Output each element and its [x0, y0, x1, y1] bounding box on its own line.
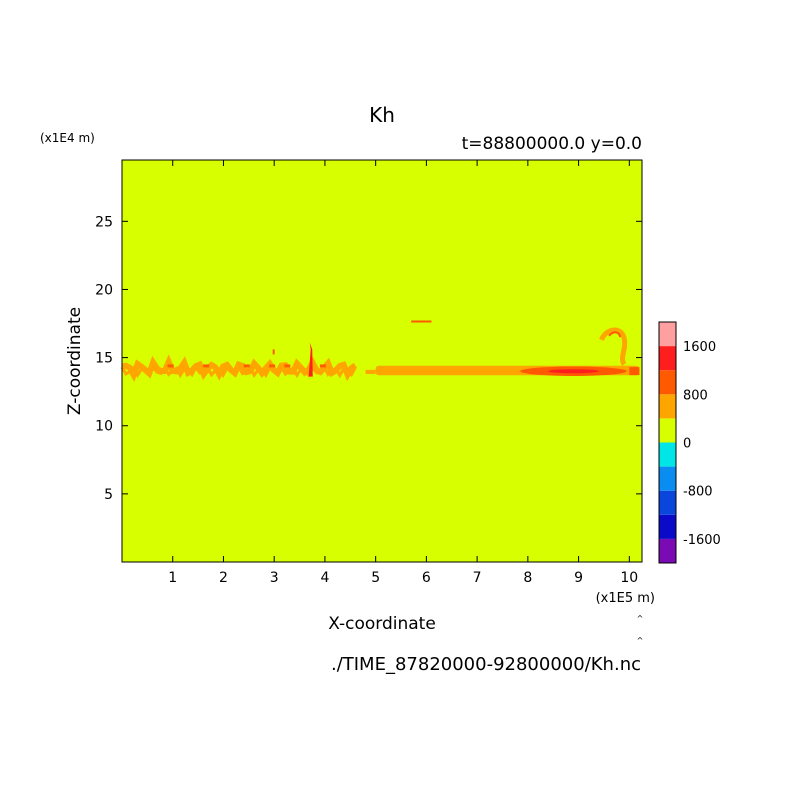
strong-band-core: [548, 369, 599, 374]
layer-hotspot: [269, 364, 276, 368]
caret-mark: ^: [637, 614, 644, 623]
colorbar-segment: [659, 538, 676, 563]
chart-subtitle: t=88800000.0 y=0.0: [462, 134, 642, 154]
colorbar-segment: [659, 322, 676, 347]
x-tick-label: 9: [574, 570, 583, 586]
small-spike: [272, 349, 275, 355]
x-tick-label: 7: [473, 570, 482, 586]
colorbar-label: 1600: [683, 340, 716, 355]
colorbar-segment: [659, 490, 676, 515]
y-tick-label: 5: [104, 487, 113, 503]
caret-mark: ^: [637, 636, 644, 645]
x-tick-label: 4: [320, 570, 329, 586]
colorbar-label: 800: [683, 388, 708, 403]
footer-filename: ./TIME_87820000-92800000/Kh.nc: [331, 654, 641, 675]
y-tick-label: 15: [95, 351, 113, 367]
plume: [308, 342, 313, 377]
y-axis-label: Z-coordinate: [65, 307, 85, 415]
chart-title: Kh: [369, 103, 395, 127]
y-tick-label: 20: [95, 282, 113, 298]
colorbar-label: -800: [683, 485, 713, 500]
x-unit-label: (x1E5 m): [596, 591, 655, 606]
colorbar-labels: -1600 -800 0 800 1600: [683, 340, 721, 548]
background-field: [122, 160, 642, 562]
colorbar-segment: [659, 394, 676, 419]
colorbar-segment: [659, 466, 676, 491]
loop-feature: [599, 327, 628, 366]
layer-hotspot: [284, 364, 291, 368]
x-tick-label: 10: [620, 570, 638, 586]
y-tick-label: 25: [95, 214, 113, 230]
x-tick-label: 8: [523, 570, 532, 586]
x-tick-label: 1: [168, 570, 177, 586]
layer-hotspot: [243, 364, 250, 368]
plot-frame: [121, 159, 643, 563]
layer-hotspot: [167, 364, 174, 368]
colorbar-segment: [659, 370, 676, 395]
x-tick-label: 5: [371, 570, 380, 586]
loop-core: [608, 331, 622, 338]
layer-hotspot: [319, 364, 326, 368]
colorbar-frame: [658, 321, 677, 564]
layer-hotspot: [203, 364, 210, 368]
colorbar-label: -1600: [683, 533, 721, 548]
y-unit-label: (x1E4 m): [40, 131, 95, 145]
colorbar: [658, 321, 677, 564]
colorbar-segment: [659, 346, 676, 371]
colorbar-segment: [659, 418, 676, 443]
layer-fragment: [365, 369, 376, 374]
y-axis-ticks: 5 10 15 20 25: [95, 214, 642, 503]
x-tick-label: 2: [219, 570, 228, 586]
y-tick-label: 10: [95, 419, 113, 435]
turbulent-layer-left-lower: [120, 364, 357, 379]
x-tick-label: 6: [422, 570, 431, 586]
x-axis-label: X-coordinate: [328, 614, 436, 634]
edge-hotspot: [629, 367, 640, 376]
x-axis-ticks: 1 2 3 4 5 6 7 8 9 10: [168, 160, 638, 586]
contour-features: [120, 320, 640, 383]
plot-area: [120, 159, 643, 563]
colorbar-label: 0: [683, 437, 691, 452]
colorbar-segment: [659, 514, 676, 539]
colorbar-segment: [659, 442, 676, 467]
x-tick-label: 3: [270, 570, 279, 586]
